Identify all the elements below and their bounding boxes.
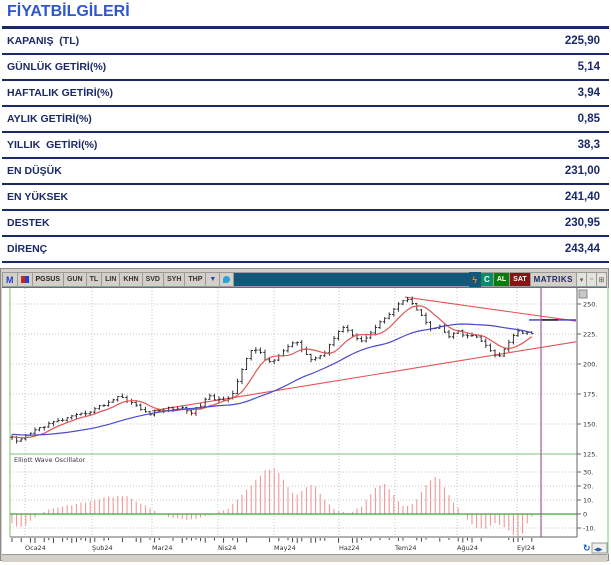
sell-button[interactable]: SAT [510, 272, 531, 287]
toolbar-button-tl[interactable]: TL [86, 272, 103, 287]
table-title: FİYATBİLGİLERİ [2, 0, 609, 29]
svg-text:150.: 150. [583, 421, 597, 429]
svg-text:May24: May24 [274, 544, 296, 552]
bird-icon[interactable] [220, 272, 235, 287]
row-value: 3,94 [577, 87, 600, 99]
svg-text:Mar24: Mar24 [152, 544, 173, 552]
table-row: HAFTALIK GETİRİ(%) 3,94 [2, 81, 609, 107]
svg-text:30.: 30. [583, 469, 593, 477]
toolbar-button-svd[interactable]: SVD [142, 272, 164, 287]
row-value: 225,90 [564, 35, 600, 47]
svg-text:125.: 125. [583, 451, 597, 459]
row-value: 38,3 [577, 139, 600, 151]
mini-button-2[interactable]: ⊞ [597, 272, 607, 287]
toolbar-divider [2, 287, 607, 288]
price-info-table: FİYATBİLGİLERİ KAPANIŞ (TL) 225,90 GÜNLÜK … [2, 0, 609, 263]
table-row: EN YÜKSEK 241,40 [2, 185, 609, 211]
mini-button-0[interactable]: ▾ [577, 272, 587, 287]
row-label: AYLIK GETİRİ(%) [7, 113, 92, 125]
lightning-icon[interactable]: ϟ [469, 272, 482, 287]
toolbar-button-syh[interactable]: SYH [164, 272, 186, 287]
row-label: YILLIK GETİRİ(%) [7, 139, 98, 151]
row-label: EN YÜKSEK [7, 191, 69, 203]
row-value: 0,85 [577, 113, 600, 125]
scroll-arrows-icon: ◀▶ [594, 547, 603, 553]
plot-corner-handle[interactable] [578, 289, 588, 299]
svg-text:Ağu24: Ağu24 [457, 544, 478, 552]
table-row: YILLIK GETİRİ(%) 38,3 [2, 133, 609, 159]
row-label: HAFTALIK GETİRİ(%) [7, 87, 113, 99]
toolbar-button-thp[interactable]: THP [185, 272, 207, 287]
svg-text:Şub24: Şub24 [92, 544, 113, 552]
table-row: DESTEK 230,95 [2, 211, 609, 237]
row-value: 5,14 [577, 61, 600, 73]
refresh-icon[interactable]: ↻ [583, 544, 591, 554]
svg-text:-10.: -10. [583, 525, 596, 533]
price-info-rows: KAPANIŞ (TL) 225,90 GÜNLÜK GETİRİ(%) 5,14 HA… [2, 29, 609, 263]
svg-text:175.: 175. [583, 391, 597, 399]
row-value: 231,00 [564, 165, 600, 177]
row-label: KAPANIŞ (TL) [7, 35, 80, 47]
svg-text:Haz24: Haz24 [339, 544, 360, 552]
svg-text:10.: 10. [583, 497, 593, 505]
table-row: EN DÜŞÜK 231,00 [2, 159, 609, 185]
mini-button-1[interactable]: ▫ [587, 272, 597, 287]
row-label: GÜNLÜK GETİRİ(%) [7, 61, 107, 73]
brand-label: MATRIKS [530, 272, 577, 287]
c-button[interactable]: C [481, 272, 494, 287]
svg-text:Eyl24: Eyl24 [517, 544, 535, 552]
svg-text:Oca24: Oca24 [25, 544, 46, 552]
toolbar-button-khn[interactable]: KHN [120, 272, 143, 287]
svg-text:20.: 20. [583, 483, 593, 491]
svg-text:225.: 225. [583, 331, 597, 339]
row-label: DİRENÇ [7, 243, 48, 255]
buy-button[interactable]: AL [493, 272, 511, 287]
row-label: DESTEK [7, 217, 50, 229]
table-row: KAPANIŞ (TL) 225,90 [2, 29, 609, 55]
svg-text:Nis24: Nis24 [218, 544, 236, 552]
toolbar-button-lin[interactable]: LIN [102, 272, 121, 287]
svg-text:Tem24: Tem24 [394, 544, 416, 552]
toolbar-filler [234, 272, 470, 287]
chart-svg[interactable]: 250. 225. 200. 175. 150. 125. 30. 20. 10. 0 -10. Oc… [2, 288, 609, 554]
chart-panel: M PGSUS GUN TL LIN KHN SVD SYH THP ▼ ϟ C AL SAT MATRIK… [0, 268, 609, 562]
symbol-flag-icon [17, 272, 33, 287]
chevron-down-icon[interactable]: ▼ [206, 272, 221, 287]
row-value: 230,95 [564, 217, 600, 229]
svg-text:0: 0 [583, 511, 587, 519]
row-value: 241,40 [564, 191, 600, 203]
svg-text:250.: 250. [583, 301, 597, 309]
svg-text:Elliott Wave Oscillator: Elliott Wave Oscillator [14, 456, 86, 464]
mode-button[interactable]: M [2, 272, 18, 287]
table-row: AYLIK GETİRİ(%) 0,85 [2, 107, 609, 133]
svg-text:200.: 200. [583, 361, 597, 369]
table-row: GÜNLÜK GETİRİ(%) 5,14 [2, 55, 609, 81]
scroll-arrows-button[interactable] [591, 542, 608, 554]
table-row: DİRENÇ 243,44 [2, 237, 609, 263]
row-value: 243,44 [564, 243, 600, 255]
chart-bottom-chrome [2, 554, 607, 562]
price-chart[interactable]: 250. 225. 200. 175. 150. 125. 30. 20. 10. 0 -10. Oc… [2, 288, 609, 554]
symbol-label[interactable]: PGSUS [32, 272, 65, 287]
row-label: EN DÜŞÜK [7, 165, 62, 177]
toolbar-button-gun[interactable]: GUN [64, 272, 87, 287]
chart-toolbar: M PGSUS GUN TL LIN KHN SVD SYH THP ▼ ϟ C AL SAT MATRIK… [2, 272, 607, 287]
